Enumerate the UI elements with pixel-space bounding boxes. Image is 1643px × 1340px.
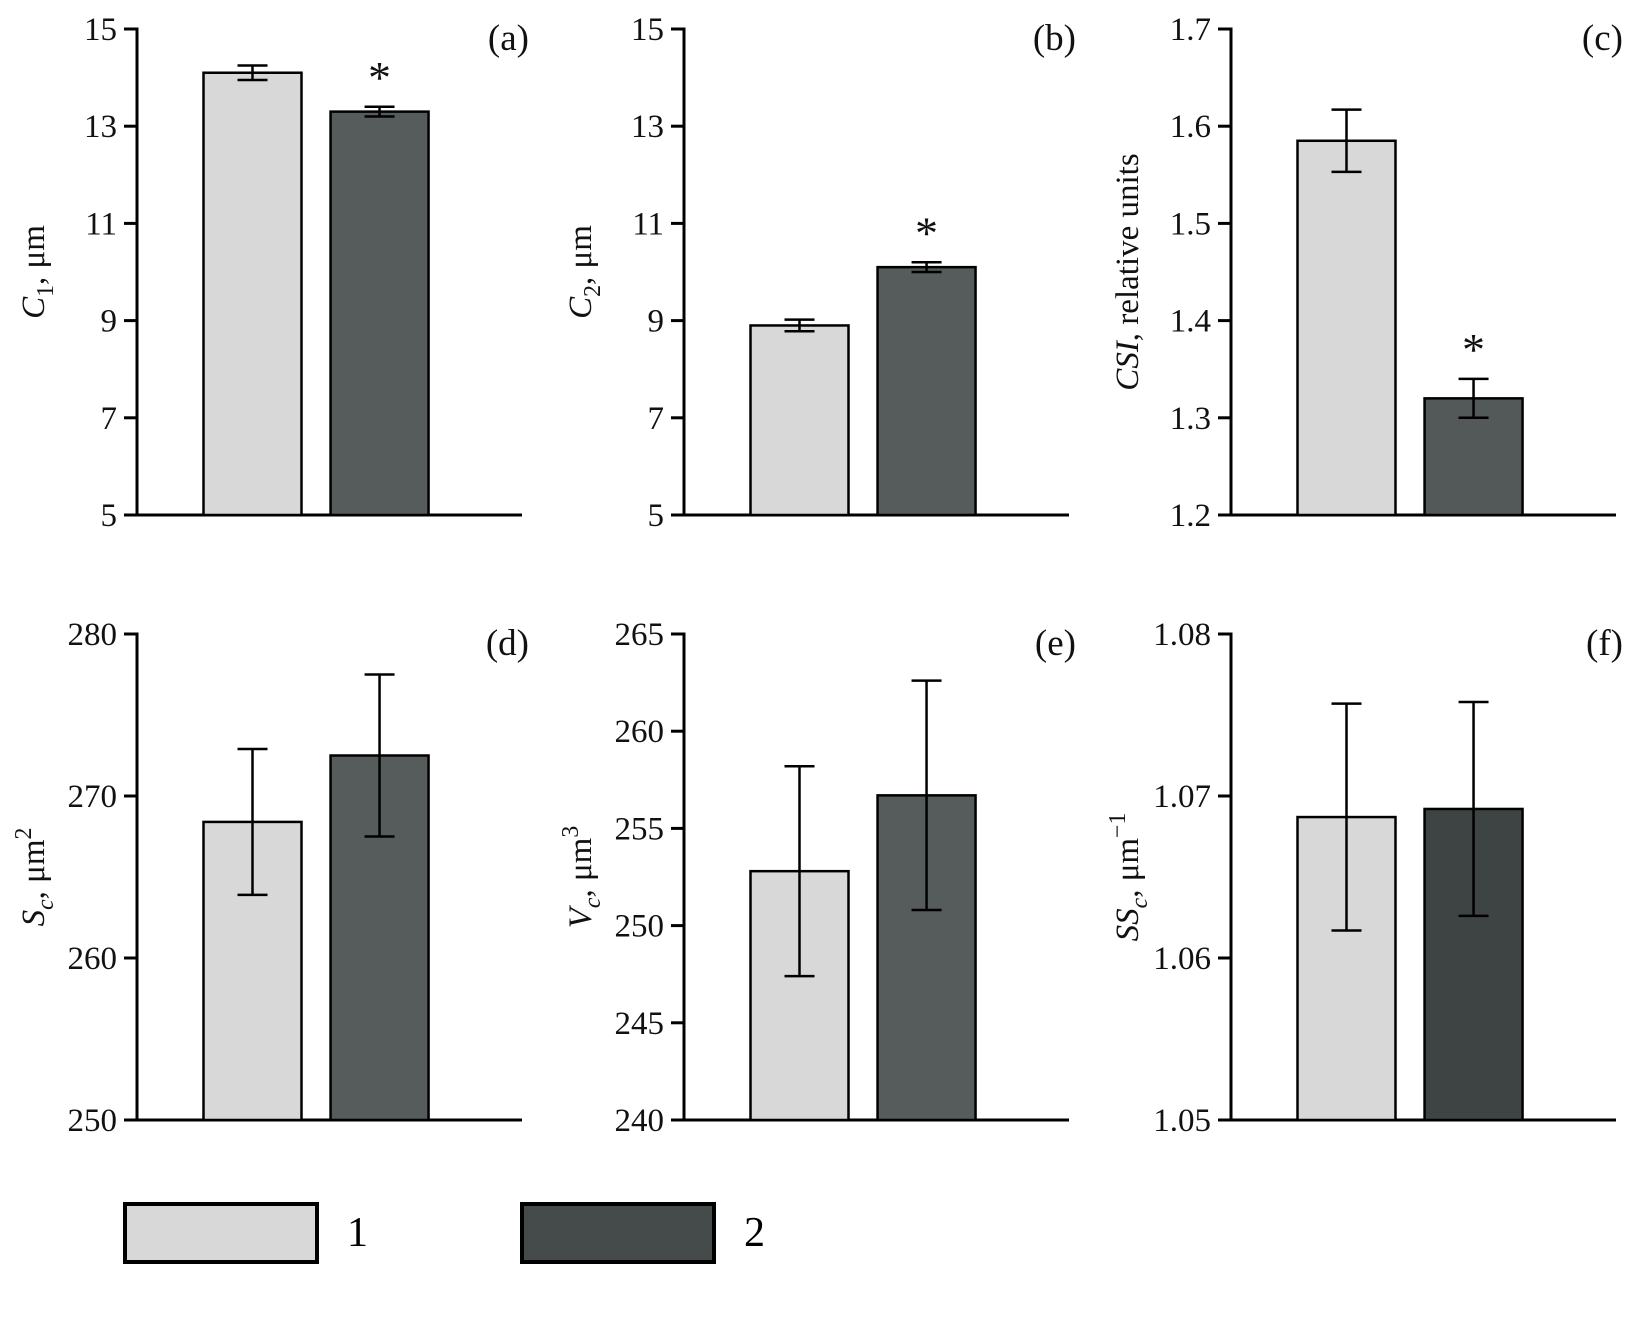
svg-text:260: 260 <box>68 941 118 977</box>
chart-cell-f: 1.05 1.06 1.07 1.08 SSc, μm−1 (f) <box>1094 607 1641 1172</box>
svg-text:(a): (a) <box>488 18 529 59</box>
chart-panel-f: 1.05 1.06 1.07 1.08 SSc, μm−1 (f) <box>1105 617 1623 1139</box>
svg-text:255: 255 <box>615 811 665 847</box>
svg-text:1.08: 1.08 <box>1153 617 1211 653</box>
svg-text:*: * <box>1462 324 1485 375</box>
svg-text:(b): (b) <box>1033 18 1076 59</box>
svg-text:(d): (d) <box>486 623 529 664</box>
svg-text:SSc, μm−1: SSc, μm−1 <box>1105 813 1153 942</box>
svg-text:(f): (f) <box>1586 623 1623 664</box>
legend-label-2: 2 <box>744 1210 765 1256</box>
svg-text:13: 13 <box>631 109 664 145</box>
svg-text:CSI, relative units: CSI, relative units <box>1110 153 1146 390</box>
svg-text:1.07: 1.07 <box>1153 779 1211 815</box>
svg-text:250: 250 <box>68 1103 118 1139</box>
svg-text:280: 280 <box>68 617 118 653</box>
svg-text:15: 15 <box>84 12 117 48</box>
svg-text:240: 240 <box>615 1103 665 1139</box>
svg-text:270: 270 <box>68 779 118 815</box>
svg-text:15: 15 <box>631 12 664 48</box>
chart-cell-b: 5 7 9 11 13 15 C2, μm (b) * <box>547 2 1094 567</box>
svg-text:7: 7 <box>101 401 118 437</box>
svg-text:1.6: 1.6 <box>1170 109 1211 145</box>
svg-text:C2, μm: C2, μm <box>563 225 606 319</box>
svg-text:250: 250 <box>615 909 665 945</box>
chart-cell-c: 1.2 1.3 1.4 1.5 1.6 1.7 CSI, relative units (c)… <box>1094 2 1641 567</box>
chart-panel-e: 240 245 250 255 260 265 Vc, μm3 (e) <box>558 617 1076 1139</box>
chart-cell-e: 240 245 250 255 260 265 Vc, μm3 (e) <box>547 607 1094 1172</box>
svg-text:9: 9 <box>101 304 118 340</box>
legend: 1 2 <box>123 1202 1643 1264</box>
legend-label-1: 1 <box>347 1210 368 1256</box>
svg-text:Sc, μm2: Sc, μm2 <box>11 828 59 927</box>
svg-text:C1, μm: C1, μm <box>16 225 59 319</box>
svg-text:13: 13 <box>84 109 117 145</box>
chart-panel-d: 250 260 270 280 Sc, μm2 (d) <box>11 617 529 1139</box>
svg-text:1.2: 1.2 <box>1170 498 1211 534</box>
svg-text:1.3: 1.3 <box>1170 401 1211 437</box>
legend-item-2: 2 <box>520 1202 765 1264</box>
legend-swatch-1 <box>123 1202 319 1264</box>
svg-text:1.5: 1.5 <box>1170 206 1211 242</box>
svg-text:*: * <box>915 207 938 258</box>
svg-text:5: 5 <box>648 498 665 534</box>
charts-grid: 5 7 9 11 13 15 C1, μm (a) * 5 7 9 11 13 15 C2, μm (b) * … <box>0 2 1641 1172</box>
chart-cell-d: 250 260 270 280 Sc, μm2 (d) <box>0 607 547 1172</box>
svg-text:*: * <box>368 52 391 103</box>
svg-text:7: 7 <box>648 401 665 437</box>
svg-text:(c): (c) <box>1582 18 1623 59</box>
svg-text:(e): (e) <box>1035 623 1076 664</box>
svg-text:Vc, μm3: Vc, μm3 <box>558 826 606 928</box>
svg-text:245: 245 <box>615 1006 665 1042</box>
legend-item-1: 1 <box>123 1202 368 1264</box>
svg-text:11: 11 <box>85 206 117 242</box>
svg-text:1.06: 1.06 <box>1153 941 1211 977</box>
chart-panel-a: 5 7 9 11 13 15 C1, μm (a) * <box>16 12 529 534</box>
svg-text:9: 9 <box>648 304 665 340</box>
chart-panel-b: 5 7 9 11 13 15 C2, μm (b) * <box>563 12 1076 534</box>
svg-text:260: 260 <box>615 714 665 750</box>
legend-swatch-2 <box>520 1202 716 1264</box>
svg-text:5: 5 <box>101 498 118 534</box>
svg-text:11: 11 <box>632 206 664 242</box>
svg-text:1.4: 1.4 <box>1170 304 1211 340</box>
svg-text:265: 265 <box>615 617 665 653</box>
svg-text:1.7: 1.7 <box>1170 12 1211 48</box>
svg-text:1.05: 1.05 <box>1153 1103 1211 1139</box>
chart-cell-a: 5 7 9 11 13 15 C1, μm (a) * <box>0 2 547 567</box>
chart-panel-c: 1.2 1.3 1.4 1.5 1.6 1.7 CSI, relative units (c)… <box>1110 12 1623 534</box>
